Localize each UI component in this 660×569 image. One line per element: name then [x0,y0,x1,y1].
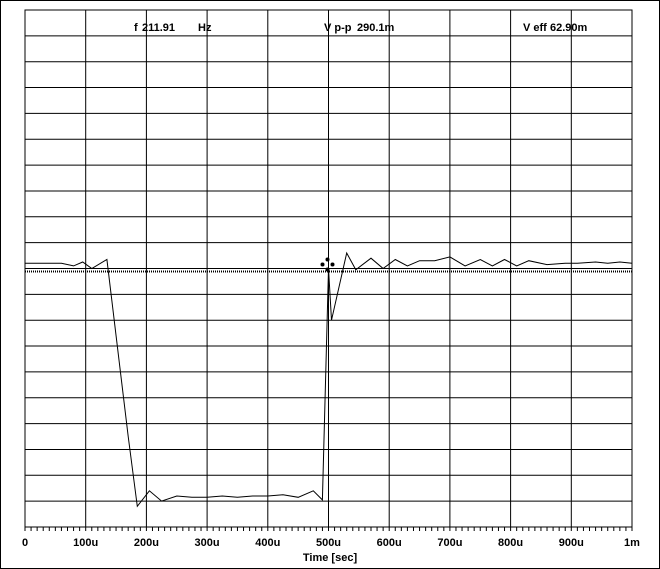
cursor-dot [320,262,325,267]
freq-unit: Hz [198,22,212,34]
plot-grid [24,9,633,528]
vpp-label: V p-p [324,22,352,34]
x-axis-label: Time [sec] [303,552,358,564]
x-tick-label: 1m [624,537,640,549]
vpp-value: 290.1m [357,22,395,34]
x-tick-label: 100u [73,537,98,549]
freq-value: 211.91 [142,22,175,34]
cursor-dot [325,257,330,262]
x-tick-label: 400u [255,537,280,549]
x-tick-label: 900u [559,537,584,549]
x-tick-label: 800u [498,537,523,549]
x-tick-label: 600u [377,537,402,549]
x-axis-tick-labels: 0 100u 200u 300u 400u 500u 600u 700u 800u 900u 1m [22,537,640,549]
x-tick-label: 0 [22,537,28,549]
x-tick-label: 300u [195,537,220,549]
x-tick-label: 700u [437,537,462,549]
veff-value: 62.90m [550,22,588,34]
x-tick-label: 200u [134,537,159,549]
cursor-dot [330,262,335,267]
veff-label: V eff [523,22,547,34]
freq-label: f [134,22,138,34]
cursor-dot [325,267,330,272]
signal-trace [25,251,633,508]
x-axis-minor-ticks [24,527,633,531]
x-tick-label: 500u [316,537,341,549]
cursor-marker-icon[interactable] [320,257,335,272]
